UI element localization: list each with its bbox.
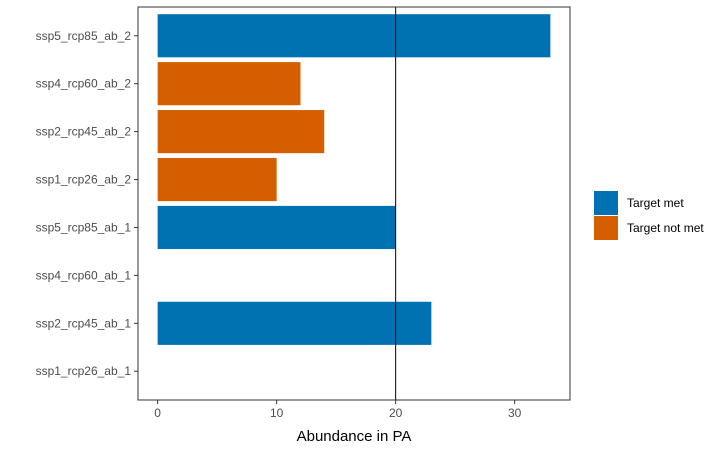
y-tick-label: ssp5_rcp85_ab_2 [36, 29, 132, 43]
y-tick-label: ssp4_rcp60_ab_1 [36, 268, 132, 282]
plot-panel-border [137, 6, 571, 401]
y-tick-label: ssp1_rcp26_ab_1 [36, 364, 132, 378]
y-tick-label: ssp2_rcp45_ab_2 [36, 125, 132, 139]
bar-ssp1_rcp26_ab_2 [157, 157, 277, 202]
x-tick-label: 0 [154, 406, 161, 420]
legend-swatch [594, 216, 618, 240]
y-tick-label: ssp5_rcp85_ab_1 [36, 220, 132, 234]
y-axis: ssp1_rcp26_ab_1 ssp2_rcp45_ab_1 ssp4_rcp60… [36, 29, 138, 378]
y-tick-label: ssp1_rcp26_ab_2 [36, 173, 132, 187]
bars-layer [157, 14, 551, 345]
legend: Target met Target not met [594, 191, 704, 240]
bar-ssp2_rcp45_ab_1 [157, 301, 432, 345]
y-tick-label: ssp4_rcp60_ab_2 [36, 77, 132, 91]
x-axis: 0 10 20 30 [154, 400, 522, 420]
bar-ssp2_rcp45_ab_2 [157, 110, 325, 154]
legend-swatch [594, 191, 618, 215]
y-tick-label: ssp2_rcp45_ab_1 [36, 316, 132, 330]
bar-ssp5_rcp85_ab_1 [157, 205, 396, 250]
bar-ssp4_rcp60_ab_2 [157, 62, 301, 106]
legend-label: Target not met [627, 221, 704, 235]
x-tick-label: 30 [508, 406, 522, 420]
x-tick-label: 20 [389, 406, 403, 420]
bar-ssp5_rcp85_ab_2 [157, 14, 551, 58]
x-tick-label: 10 [270, 406, 284, 420]
x-axis-title: Abundance in PA [297, 428, 412, 445]
legend-label: Target met [627, 196, 684, 210]
